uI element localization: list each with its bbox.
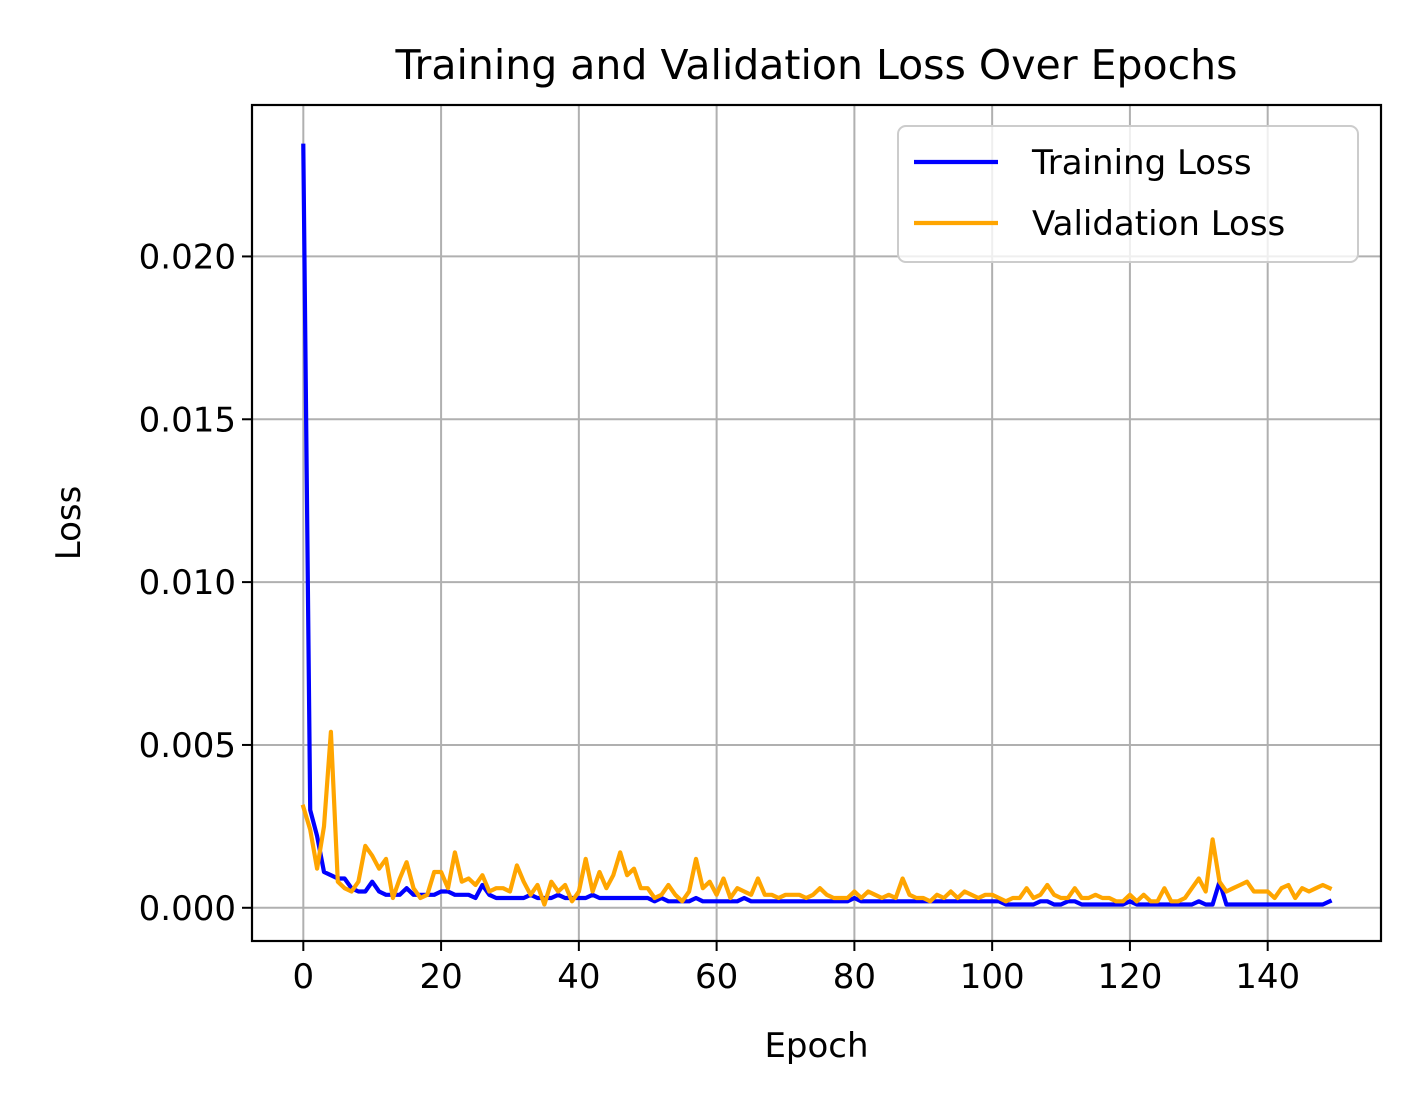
y-tick-label: 0.005 (139, 726, 236, 766)
axes-frame (250, 103, 1383, 943)
x-tick-label: 60 (695, 957, 738, 997)
x-axis-title: Epoch (764, 1026, 868, 1066)
legend-label: Training Loss (1031, 143, 1252, 183)
x-tick-label: 40 (557, 957, 600, 997)
legend-box (897, 125, 1359, 263)
series-line-training-loss (301, 143, 1333, 907)
x-tick-label: 80 (833, 957, 876, 997)
chart-title: Training and Validation Loss Over Epochs (395, 41, 1238, 89)
x-tick-label: 0 (292, 957, 314, 997)
series-group (300, 143, 1333, 907)
y-tick-label: 0.015 (139, 400, 236, 440)
ticks: 0 20 40 60 80 100 120 140 0.000 0.005 0.010 0.015 0.… (139, 237, 1300, 997)
y-tick-label: 0.020 (139, 237, 236, 277)
legend-label: Validation Loss (1032, 204, 1285, 244)
y-tick-label: 0.010 (139, 563, 236, 603)
x-tick-label: 120 (1097, 957, 1162, 997)
series-line-validation-loss (300, 729, 1333, 907)
legend: Training Loss Validation Loss (897, 125, 1359, 263)
x-tick-label: 20 (419, 957, 462, 997)
x-tick-label: 100 (960, 957, 1025, 997)
y-axis-title: Loss (49, 486, 89, 561)
y-tick-label: 0.000 (139, 889, 236, 929)
x-tick-label: 140 (1235, 957, 1300, 997)
